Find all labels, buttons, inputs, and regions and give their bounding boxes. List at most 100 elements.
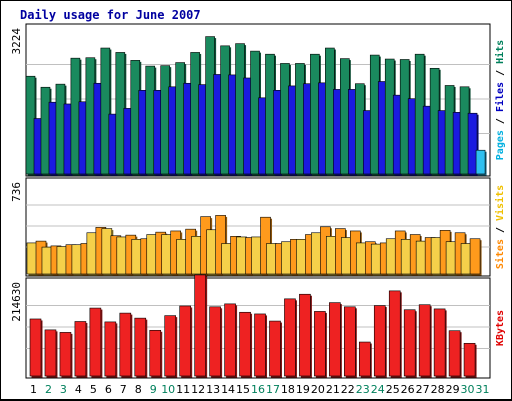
day-label-15: 15: [236, 383, 250, 396]
bar-kbytes-panel-kbytes-15: [239, 311, 251, 377]
bar-hits-panel-hits-8: [130, 60, 141, 175]
bar-hits-panel-hits-5: [85, 57, 96, 175]
bar-kbytes-panel-kbytes-3: [59, 332, 72, 377]
day-label-19: 19: [296, 383, 310, 396]
chart-title: Daily usage for June 2007: [20, 8, 201, 22]
day-label-1: 1: [30, 383, 37, 396]
bar-visits-panel-visits-18: [281, 241, 292, 275]
bar-visits-panel-visits-17: [266, 243, 277, 275]
ymax-label-kbytes-panel: 214630: [10, 282, 23, 322]
bar-kbytes-panel-kbytes-28: [433, 308, 446, 377]
bar-hits-panel-hits-24: [369, 54, 380, 175]
day-label-12: 12: [191, 383, 205, 396]
legend-label-kbytes-panel: KBytes: [495, 310, 506, 346]
day-label-24: 24: [371, 383, 385, 396]
bar-visits-panel-sites-30: [469, 238, 481, 275]
day-label-21: 21: [326, 383, 340, 396]
legend-part-hits-panel-4: Hits: [494, 40, 506, 64]
bar-kbytes-panel-kbytes-25: [388, 290, 401, 377]
bar-kbytes-panel-kbytes-13: [209, 306, 221, 377]
day-label-26: 26: [401, 383, 415, 396]
day-label-13: 13: [206, 383, 220, 396]
bar-kbytes-panel-kbytes-11: [179, 305, 191, 377]
bar-hits-panel-hits-28: [429, 67, 440, 175]
legend-label-visits-panel: Sites / Visits: [494, 185, 506, 269]
bar-visits-panel-visits-15: [236, 236, 247, 275]
day-label-5: 5: [90, 383, 97, 396]
bar-hits-panel-hits-14: [220, 45, 230, 175]
bar-visits-panel-visits-16: [251, 236, 262, 275]
day-label-28: 28: [431, 383, 445, 396]
day-label-2: 2: [45, 383, 52, 396]
legend-part-visits-panel-2: Visits: [494, 185, 506, 221]
day-label-30: 30: [461, 383, 475, 396]
bar-kbytes-panel-kbytes-1: [29, 318, 42, 377]
bar-visits-panel-visits-13: [206, 229, 217, 275]
bar-hits-panel-hits-3: [55, 83, 66, 175]
bar-hits-panel-hits-10: [160, 65, 171, 175]
bar-kbytes-panel-kbytes-22: [344, 306, 356, 377]
bar-visits-panel-visits-19: [296, 239, 307, 275]
bar-visits-panel-visits-8: [131, 239, 143, 275]
bar-hits-panel-hits-21: [325, 47, 335, 175]
bar-kbytes-panel-kbytes-4: [74, 321, 87, 377]
bar-kbytes-panel-kbytes-17: [269, 320, 281, 377]
bar-hits-panel-files-30: [467, 112, 478, 175]
legend-label-hits-panel: Pages / Files / Hits: [494, 40, 506, 160]
day-label-8: 8: [135, 383, 142, 396]
bar-kbytes-panel-kbytes-6: [104, 321, 117, 377]
day-label-27: 27: [416, 383, 430, 396]
day-label-11: 11: [176, 383, 190, 396]
day-label-14: 14: [221, 383, 235, 396]
bar-visits-panel-visits-9: [146, 234, 158, 275]
day-label-20: 20: [311, 383, 325, 396]
bar-visits-panel-visits-11: [176, 239, 187, 275]
bar-hits-panel-hits-29: [444, 85, 455, 175]
bar-kbytes-panel-kbytes-9: [149, 329, 162, 377]
day-label-17: 17: [266, 383, 280, 396]
day-label-16: 16: [251, 383, 265, 396]
bar-visits-panel-visits-5: [86, 232, 98, 275]
bar-kbytes-panel-kbytes-29: [448, 330, 461, 377]
bar-visits-panel-visits-4: [71, 244, 83, 275]
bar-kbytes-panel-kbytes-8: [134, 317, 147, 377]
day-label-9: 9: [150, 383, 157, 396]
bar-kbytes-panel-kbytes-14: [224, 303, 236, 377]
bar-hits-panel-hits-17: [265, 53, 275, 175]
bar-hits-panel-hits-30: [459, 86, 470, 175]
bar-kbytes-panel-kbytes-10: [164, 315, 177, 377]
bar-kbytes-panel-kbytes-19: [299, 293, 311, 377]
bar-visits-panel-visits-1: [26, 242, 38, 275]
day-label-29: 29: [446, 383, 460, 396]
bar-hits-panel-hits-27: [414, 53, 425, 175]
bar-kbytes-panel-kbytes-24: [373, 305, 386, 377]
bar-visits-panel-visits-14: [221, 243, 232, 275]
bar-hits-panel-hits-9: [145, 65, 156, 175]
bar-kbytes-panel-kbytes-18: [284, 298, 296, 377]
legend-part-visits-panel-1: /: [495, 221, 506, 239]
bar-kbytes-panel-kbytes-7: [119, 312, 132, 377]
bar-kbytes-panel-kbytes-2: [44, 329, 57, 377]
day-label-22: 22: [341, 383, 355, 396]
bar-hits-panel-hits-26: [399, 59, 410, 175]
bar-hits-panel-hits-25: [384, 58, 395, 175]
bar-kbytes-panel-kbytes-5: [89, 307, 102, 377]
bar-hits-panel-hits-4: [70, 57, 81, 175]
bar-hits-panel-hits-22: [340, 58, 350, 175]
day-label-3: 3: [60, 383, 67, 396]
bar-visits-panel-visits-20: [311, 232, 322, 275]
bar-visits-panel-visits-29: [445, 241, 457, 275]
day-label-23: 23: [356, 383, 370, 396]
day-label-4: 4: [75, 383, 82, 396]
legend-part-hits-panel-1: /: [495, 112, 506, 130]
day-label-25: 25: [386, 383, 400, 396]
bar-hits-panel-hits-23: [354, 83, 365, 175]
day-label-31: 31: [476, 383, 490, 396]
legend-part-hits-panel-0: Pages: [495, 130, 506, 160]
legend-part-hits-panel-3: /: [495, 64, 506, 82]
bar-hits-panel-hits-1: [25, 75, 36, 175]
bar-visits-panel-visits-28: [430, 237, 442, 275]
bar-hits-panel-hits-12: [190, 52, 200, 175]
